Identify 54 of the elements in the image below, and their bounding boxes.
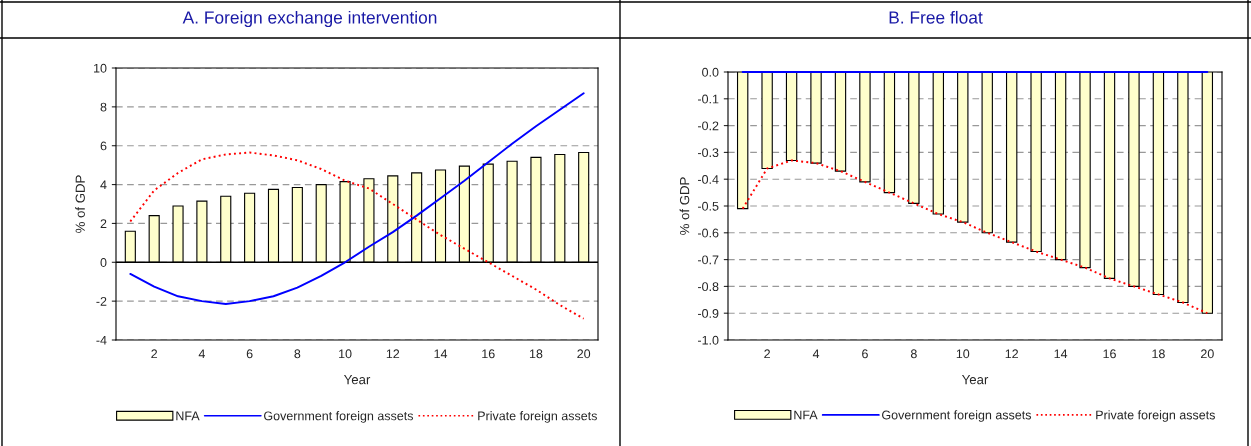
legend-label: Government foreign assets (882, 410, 1032, 422)
y-tick-label: -0.4 (697, 175, 719, 184)
chart-title: B. Free float (889, 10, 983, 24)
x-tick-label: 4 (198, 349, 206, 359)
legend-label: Government foreign assets (264, 411, 414, 423)
x-axis-title: Year (343, 375, 371, 385)
x-tick-label: 2 (764, 349, 770, 359)
x-tick-label: 14 (1054, 349, 1068, 359)
x-tick-label: 4 (812, 349, 820, 359)
y-tick-label: -0.1 (697, 94, 719, 104)
legend-label: Private foreign assets (1096, 410, 1215, 422)
x-tick-label: 10 (956, 349, 970, 359)
x-tick-label: 6 (862, 349, 868, 359)
x-tick-label: 12 (386, 349, 400, 359)
x-tick-label: 20 (1201, 349, 1214, 359)
legend-label: NFA (176, 411, 200, 421)
x-tick-label: 18 (529, 349, 543, 359)
legend-label: NFA (794, 410, 818, 420)
y-axis-title: % of GDP (679, 177, 690, 235)
x-tick-label: 16 (1103, 349, 1116, 359)
chart-title: A. Foreign exchange intervention (182, 10, 437, 28)
x-tick-label: 20 (577, 349, 591, 359)
x-tick-label: 12 (1005, 349, 1019, 359)
x-tick-label: 6 (246, 349, 253, 359)
y-tick-label: 2 (100, 219, 107, 228)
x-tick-label: 14 (434, 349, 448, 359)
y-tick-label: -0.7 (697, 255, 719, 265)
x-tick-label: 16 (482, 349, 495, 359)
line-series (129, 92, 585, 306)
y-tick-label: 4 (100, 180, 107, 190)
x-tick-label: 10 (339, 349, 352, 359)
y-tick-label: 8 (100, 102, 107, 112)
y-tick-label: -0.2 (697, 121, 719, 131)
x-tick-label: 2 (151, 349, 158, 359)
y-tick-label: -0.3 (697, 148, 719, 158)
line-series (741, 159, 1209, 315)
x-tick-label: 8 (294, 349, 301, 359)
line-series (129, 151, 585, 320)
legend-label: Private foreign assets (478, 411, 597, 423)
x-tick-label: 8 (910, 349, 917, 359)
y-tick-label: -0.8 (697, 282, 719, 292)
y-tick-label: 0.0 (702, 67, 719, 77)
y-tick-label: -0.5 (697, 201, 719, 211)
y-axis-title: % of GDP (75, 175, 85, 233)
y-tick-label: 10 (94, 63, 107, 73)
y-tick-label: -4 (96, 335, 107, 345)
y-tick-label: -0.9 (697, 309, 719, 318)
y-tick-label: -1.0 (697, 335, 719, 345)
y-tick-label: -0.6 (697, 228, 719, 238)
y-tick-label: -2 (96, 296, 107, 306)
y-tick-label: 6 (100, 141, 107, 151)
x-axis-title: Year (961, 375, 989, 385)
x-tick-label: 18 (1152, 349, 1165, 359)
y-tick-label: 0 (100, 258, 107, 267)
